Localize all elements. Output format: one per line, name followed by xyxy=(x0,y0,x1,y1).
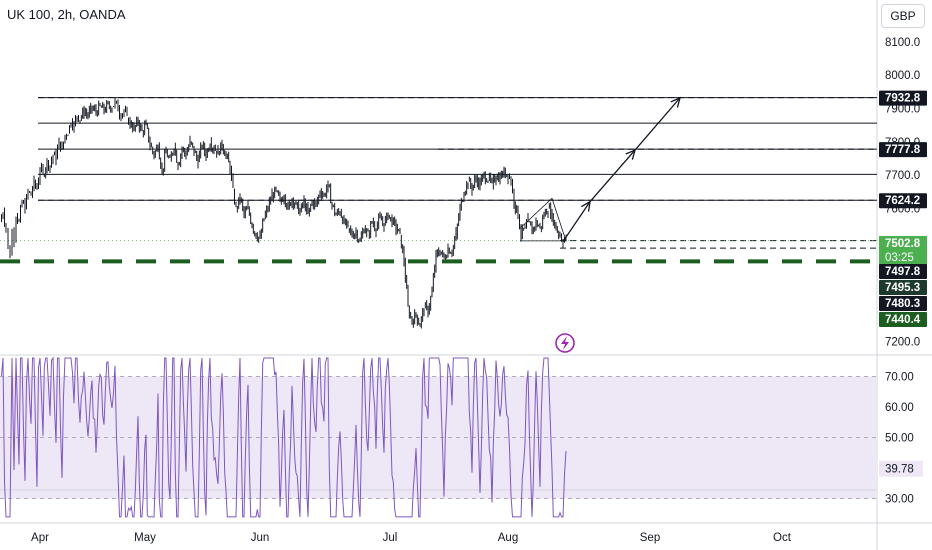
projection-arrow[interactable] xyxy=(589,149,636,203)
last-price-label: 7502.8 xyxy=(885,238,921,250)
rsi-tick-label: 70.00 xyxy=(885,371,914,383)
price-label-7495-bg xyxy=(879,280,927,295)
currency-button[interactable]: GBP xyxy=(881,4,925,28)
level-label-bg xyxy=(879,142,927,158)
time-tick-label: Jun xyxy=(251,532,270,544)
time-tick-label: Jul xyxy=(383,532,398,544)
last-price-bg xyxy=(879,236,927,266)
lightning-bolt-icon[interactable] xyxy=(555,333,575,353)
price-tick-label: 8000.0 xyxy=(885,70,920,82)
price-tick-label: 8100.0 xyxy=(885,37,920,49)
projection-arrow[interactable] xyxy=(562,201,591,242)
arrow-head xyxy=(581,200,591,212)
level-label: 7932.8 xyxy=(885,93,921,105)
projection-arrow[interactable] xyxy=(634,97,681,151)
countdown-label: 03:25 xyxy=(885,252,914,264)
rsi-value-bg xyxy=(879,460,923,477)
time-tick-label: Apr xyxy=(31,532,49,544)
level-label: 7624.2 xyxy=(885,195,920,207)
price-label-7480-bg xyxy=(879,296,927,311)
price-label-7440-bg xyxy=(879,312,927,327)
rsi-tick-label: 60.00 xyxy=(885,402,914,414)
price-tick-label: 7200.0 xyxy=(885,336,920,348)
price-label-7440: 7440.4 xyxy=(885,314,921,326)
time-tick-label: Aug xyxy=(498,532,518,544)
price-label-7480: 7480.3 xyxy=(885,298,920,310)
rsi-pane xyxy=(0,356,877,518)
price-pane xyxy=(0,96,877,329)
rsi-line xyxy=(1,356,567,518)
level-label: 7777.8 xyxy=(885,144,921,156)
price-label-7497: 7497.8 xyxy=(885,266,921,278)
rsi-value-label: 39.78 xyxy=(885,464,914,476)
price-label-7495: 7495.3 xyxy=(885,282,920,294)
rsi-tick-label: 50.00 xyxy=(885,432,914,444)
rsi-tick-label: 30.00 xyxy=(885,494,914,506)
arrow-head xyxy=(670,96,681,108)
chart-title: UK 100, 2h, OANDA xyxy=(7,7,126,22)
axis-labels: 8100.08000.07900.07800.07700.07600.07200… xyxy=(31,37,927,544)
price-label-7497-bg xyxy=(879,264,927,279)
time-tick-label: Sep xyxy=(640,532,660,544)
level-label-bg xyxy=(879,193,927,209)
time-tick-label: Oct xyxy=(773,532,792,544)
wedge-pattern[interactable] xyxy=(519,197,567,242)
level-label-bg xyxy=(879,90,927,106)
price-tick-label: 7900.0 xyxy=(885,104,920,116)
price-tick-label: 7700.0 xyxy=(885,170,920,182)
time-tick-label: May xyxy=(134,532,156,544)
